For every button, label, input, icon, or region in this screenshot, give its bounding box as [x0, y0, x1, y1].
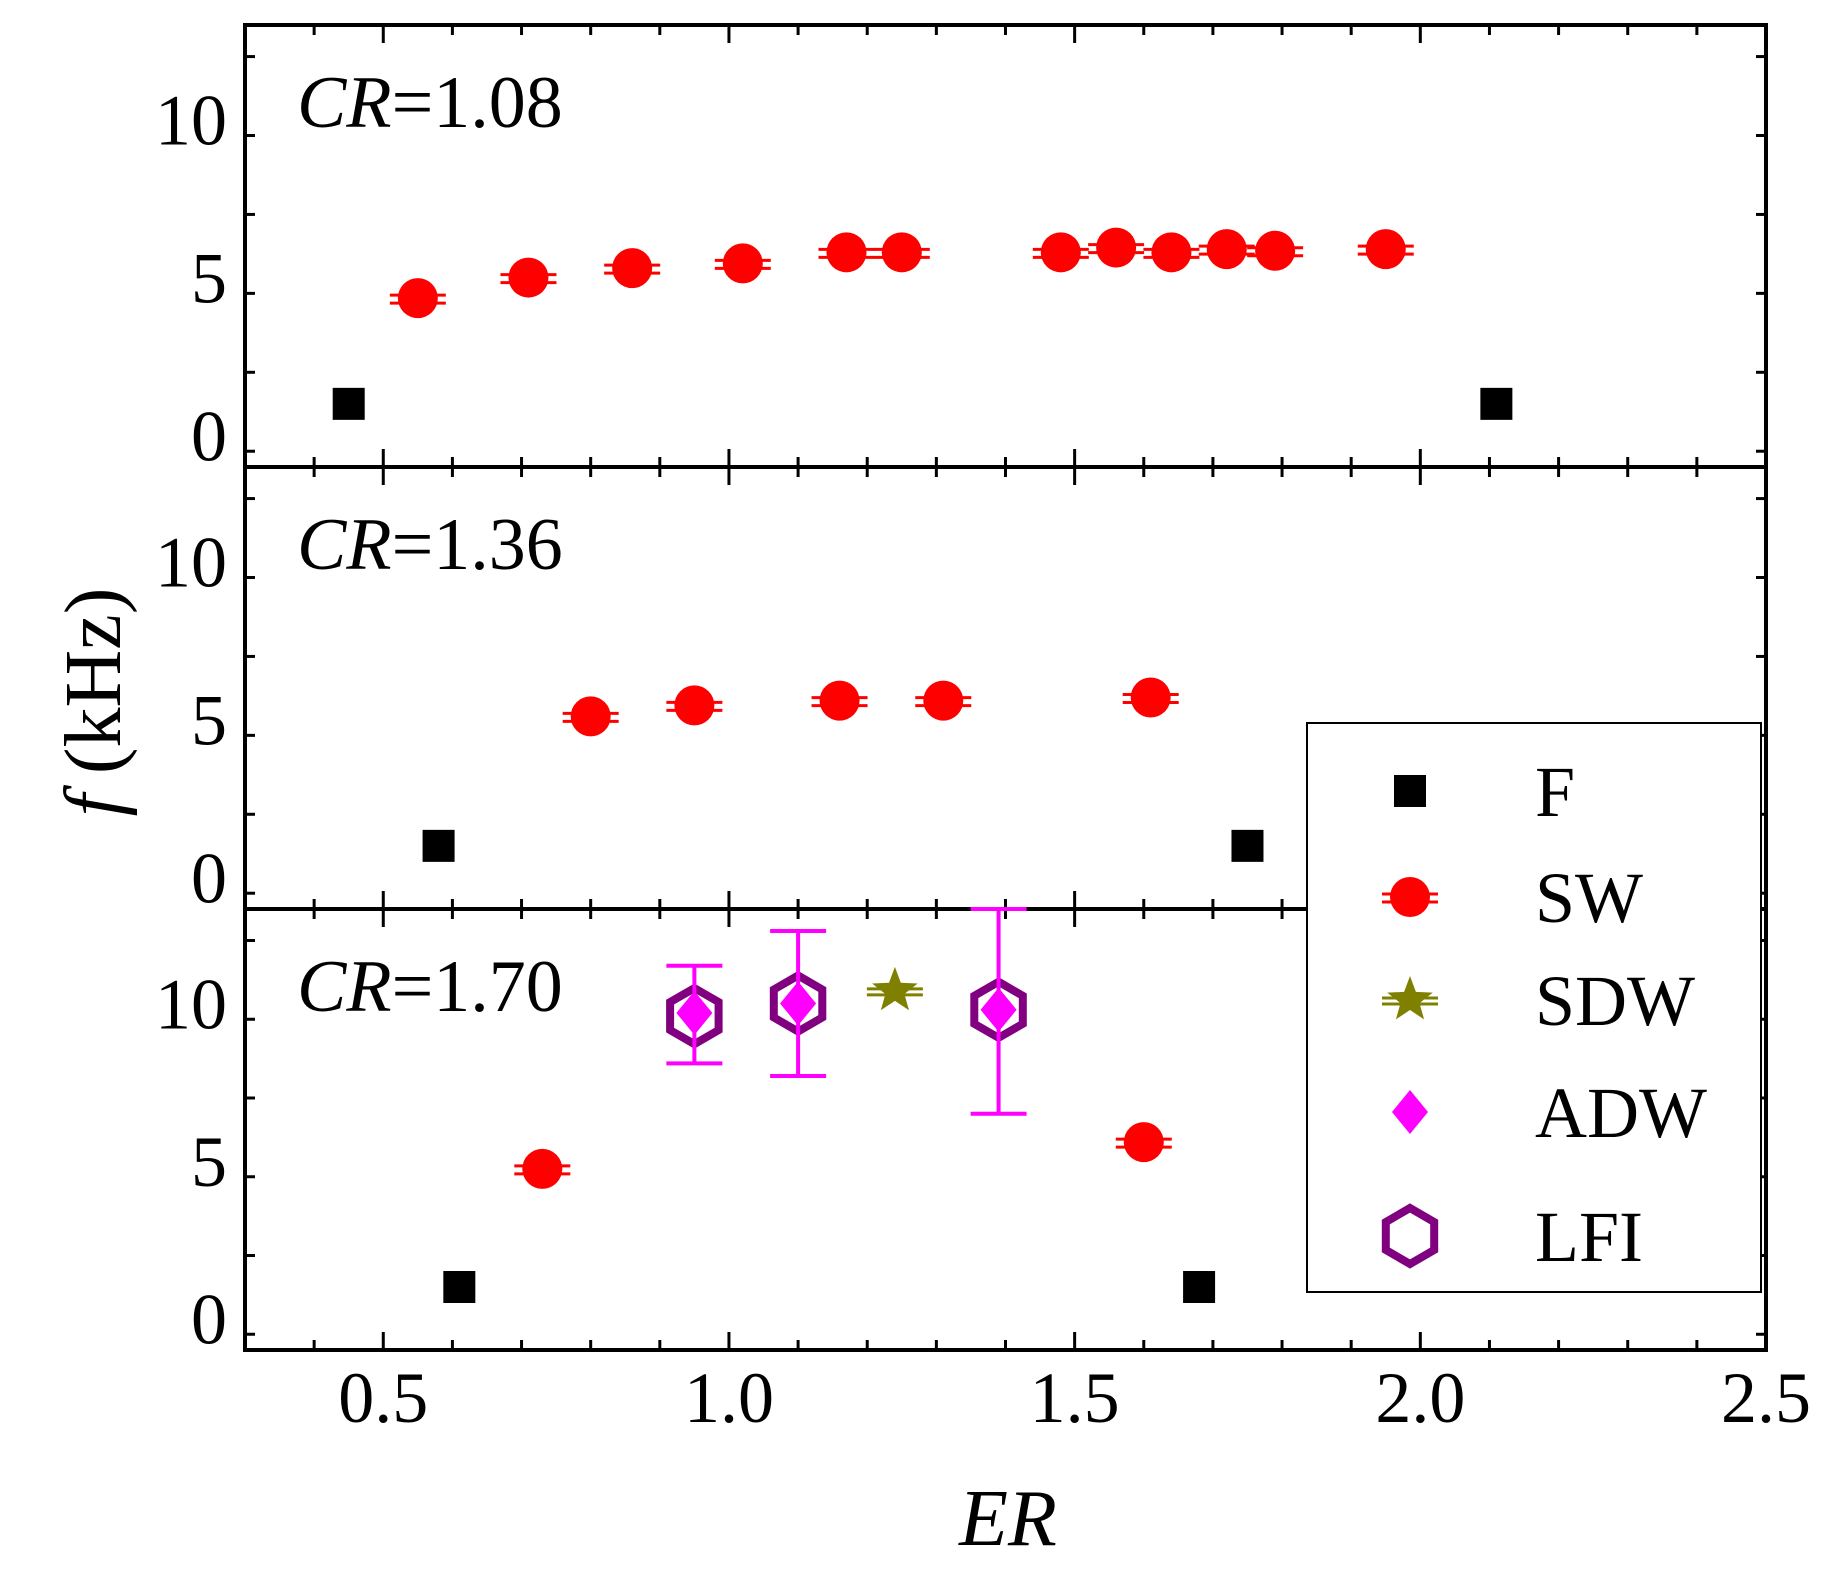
y-tick-label: 10 [155, 965, 227, 1045]
data-point-SW [389, 278, 446, 319]
data-point-SW [714, 243, 771, 284]
legend-marker-LFI [1381, 1203, 1439, 1269]
data-point-F [443, 1271, 476, 1303]
data-point-SW [666, 685, 723, 726]
data-point-SW [1032, 232, 1089, 273]
data-point-SW [818, 232, 875, 273]
x-axis: 0.5 1.0 1.5 2.0 2.5 [338, 1358, 1811, 1438]
data-point-SW [1143, 232, 1200, 273]
x-axis-title: ER [958, 1475, 1057, 1563]
legend-item-SW: SW [1382, 858, 1643, 938]
data-point-SW [915, 680, 972, 721]
panel-label: CR=1.36 [297, 504, 563, 586]
x-tick-label: 1.0 [684, 1358, 774, 1438]
legend-item-SDW: SDW [1382, 961, 1695, 1041]
legend-label: LFI [1535, 1197, 1643, 1277]
data-point-SW [1247, 230, 1304, 271]
legend: F SW SDW ADW LFI [1306, 722, 1762, 1293]
legend-label: F [1535, 752, 1575, 832]
data-point-F [1231, 829, 1264, 862]
legend-box [1306, 722, 1762, 1293]
legend-marker-SW [1382, 877, 1438, 917]
data-point-SW [1122, 677, 1179, 718]
legend-label: SDW [1535, 961, 1695, 1041]
panel-label: CR=1.08 [297, 62, 563, 144]
data-point-SW [514, 1148, 571, 1189]
panel-label: CR=1.70 [297, 946, 563, 1028]
legend-marker-F [1394, 775, 1426, 807]
legend-label: SW [1535, 858, 1643, 938]
x-tick-label: 2.5 [1721, 1358, 1811, 1438]
y-tick-label: 5 [191, 239, 227, 319]
y-tick-label: 10 [155, 81, 227, 161]
data-point-SW [1088, 227, 1145, 268]
x-tick-label: 1.5 [1030, 1358, 1120, 1438]
panel-1: 0 5 10 CR=1.08 [155, 23, 1768, 476]
legend-marker-ADW [1392, 1090, 1428, 1134]
data-point-SW [604, 248, 661, 289]
y-tick-label: 5 [191, 681, 227, 761]
data-point-SW [562, 696, 619, 737]
data-point-SW [1198, 229, 1255, 270]
y-axis-title: f (kHz) [50, 588, 138, 817]
data-point-ADW [676, 990, 713, 1035]
legend-label: ADW [1535, 1073, 1707, 1153]
data-point-SW [811, 680, 868, 721]
data-point-ADW [980, 987, 1017, 1032]
x-tick-label: 0.5 [338, 1358, 428, 1438]
legend-marker-SDW [1382, 976, 1438, 1020]
y-tick-label: 0 [191, 1280, 227, 1360]
data-point-F [1480, 387, 1513, 420]
data-point-F [422, 829, 455, 862]
y-tick-label: 10 [155, 523, 227, 603]
data-point-SDW [866, 966, 923, 1011]
legend-item-F: F [1394, 752, 1575, 832]
y-tick-label: 0 [191, 838, 227, 918]
data-point-F [332, 387, 365, 420]
y-axis-title-unit: (kHz) [50, 588, 138, 795]
legend-item-LFI: LFI [1381, 1197, 1643, 1277]
y-tick-label: 0 [191, 396, 227, 476]
data-point-SW [1115, 1122, 1172, 1163]
data-point-SW [1357, 229, 1414, 270]
data-point-ADW [780, 981, 817, 1026]
data-point-F [1183, 1271, 1216, 1303]
data-point-SW [500, 257, 557, 298]
x-tick-label: 2.0 [1375, 1358, 1465, 1438]
legend-item-ADW: ADW [1392, 1073, 1707, 1153]
y-tick-label: 5 [191, 1122, 227, 1202]
data-point-SW [873, 232, 930, 273]
